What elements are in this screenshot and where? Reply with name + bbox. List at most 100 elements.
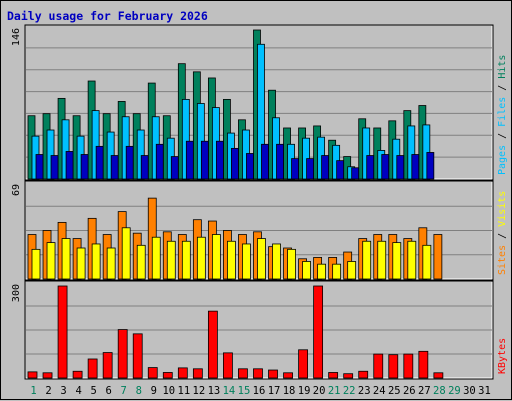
bar-kbytes-day-11 (177, 367, 188, 379)
x-tick-day-2: 2 (45, 385, 51, 397)
bar-pages-day-21 (336, 160, 345, 180)
bar-sites-day-7 (121, 227, 131, 280)
bar-pages-day-6 (110, 155, 119, 180)
x-tick-day-31: 31 (478, 385, 491, 397)
x-tick-day-25: 25 (388, 385, 401, 397)
x-tick-day-27: 27 (418, 385, 431, 397)
bar-sites-day-4 (76, 247, 86, 280)
x-tick-day-24: 24 (373, 385, 386, 397)
bar-sites-day-24 (377, 240, 387, 280)
bar-pages-day-4 (80, 154, 89, 180)
bar-pages-day-26 (411, 154, 420, 180)
bar-sites-day-25 (392, 242, 402, 280)
bar-sites-day-19 (302, 261, 311, 280)
x-tick-day-4: 4 (75, 385, 81, 397)
bar-pages-day-12 (200, 140, 209, 180)
bar-sites-day-17 (272, 243, 281, 280)
bar-pages-day-2 (50, 155, 59, 180)
bar-kbytes-day-20 (313, 285, 324, 379)
x-tick-day-6: 6 (106, 385, 112, 397)
legend-files: Files (497, 97, 508, 127)
bar-files-day-16 (257, 43, 265, 180)
x-tick-day-14: 14 (223, 385, 236, 397)
bar-kbytes-day-14 (223, 352, 233, 379)
bar-sites-day-26 (407, 240, 417, 280)
bar-sites-day-3 (61, 238, 71, 280)
bar-pages-day-11 (185, 140, 194, 180)
bar-sites-day-16 (257, 238, 266, 280)
bar-kbytes-day-15 (238, 368, 248, 379)
bar-kbytes-day-8 (132, 333, 143, 379)
bar-kbytes-day-5 (87, 358, 98, 379)
bar-files-day-23 (362, 127, 371, 180)
x-tick-day-21: 21 (328, 385, 341, 397)
bar-pages-day-8 (140, 155, 149, 180)
bar-pages-day-5 (95, 145, 104, 180)
bar-pages-day-9 (155, 143, 164, 180)
bar-files-day-3 (61, 119, 70, 180)
bar-sites-day-23 (362, 240, 372, 280)
x-tick-day-8: 8 (136, 385, 142, 397)
bar-sites-day-11 (181, 240, 191, 280)
bar-kbytes-day-25 (388, 354, 399, 379)
y-max-label-0: 146 (11, 28, 22, 46)
bar-pages-day-18 (291, 158, 299, 180)
x-tick-day-3: 3 (60, 385, 66, 397)
x-tick-day-5: 5 (90, 385, 96, 397)
bar-kbytes-day-6 (102, 352, 113, 379)
x-tick-day-20: 20 (313, 385, 326, 397)
legend-text-2: KBytes (497, 338, 508, 374)
bar-pages-day-22 (351, 167, 360, 180)
bar-kbytes-day-24 (373, 353, 384, 379)
chart-title: Daily usage for February 2026 (7, 9, 208, 23)
bar-kbytes-day-10 (162, 372, 173, 379)
bar-sites-day-1 (31, 248, 41, 280)
bar-sites-day-10 (166, 240, 176, 280)
bar-pages-day-16 (261, 143, 269, 180)
bar-sites-day-20 (317, 263, 327, 280)
bar-files-day-8 (136, 129, 145, 180)
bar-kbytes-day-26 (403, 353, 414, 379)
bar-files-day-5 (91, 110, 100, 180)
bar-kbytes-day-7 (117, 329, 128, 379)
bar-pages-day-3 (65, 151, 74, 180)
x-tick-day-28: 28 (433, 385, 446, 397)
x-tick-day-12: 12 (193, 385, 206, 397)
bar-sites-day-12 (196, 236, 206, 280)
bar-sites-day-22 (347, 261, 357, 280)
y-max-label-2: 300 (11, 284, 22, 302)
legend-sites: Sites (497, 245, 508, 275)
bar-sites-day-15 (242, 243, 251, 280)
bar-files-day-26 (407, 125, 416, 180)
bar-pages-day-25 (396, 155, 405, 180)
bar-visits-day-28 (433, 234, 443, 280)
bar-kbytes-day-17 (268, 369, 278, 379)
bar-pages-day-23 (366, 155, 375, 180)
legend-visits: Visits (497, 191, 508, 227)
bar-sites-day-13 (211, 234, 221, 280)
x-tick-day-15: 15 (238, 385, 251, 397)
bar-kbytes-day-4 (72, 370, 83, 379)
bar-files-day-27 (422, 124, 431, 180)
bar-pages-day-24 (381, 154, 390, 180)
bar-kbytes-day-3 (57, 285, 68, 379)
bar-kbytes-day-2 (42, 372, 53, 379)
bar-sites-day-5 (91, 243, 101, 280)
bar-sites-day-9 (151, 236, 161, 280)
bar-kbytes-day-16 (253, 368, 263, 379)
bar-pages-day-17 (276, 143, 284, 180)
x-tick-day-10: 10 (162, 385, 175, 397)
x-tick-day-23: 23 (358, 385, 371, 397)
bar-pages-day-27 (426, 152, 435, 180)
bar-sites-day-2 (46, 242, 56, 280)
legend-pages: Pages (497, 145, 508, 175)
legend-hits: Hits (497, 55, 508, 79)
bar-kbytes-day-12 (192, 368, 203, 379)
legend-separator: / (497, 227, 508, 245)
bar-kbytes-day-27 (418, 350, 429, 379)
bar-kbytes-day-18 (283, 372, 293, 379)
bar-sites-day-14 (227, 240, 236, 280)
x-tick-day-17: 17 (268, 385, 281, 397)
